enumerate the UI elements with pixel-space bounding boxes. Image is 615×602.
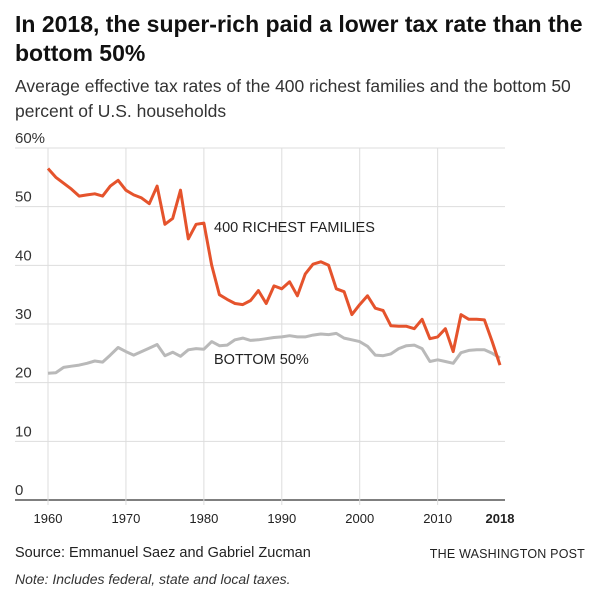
chart-title: In 2018, the super-rich paid a lower tax…: [15, 11, 583, 66]
y-tick-label: 0: [15, 482, 23, 499]
source-text: Source: Emmanuel Saez and Gabriel Zucman: [15, 545, 311, 561]
publisher-credit: THE WASHINGTON POST: [429, 547, 585, 561]
x-tick-label: 1970: [111, 511, 140, 526]
series-line-bottom-50: [47, 331, 501, 375]
y-tick-label: 40: [15, 247, 32, 264]
y-tick-label: 60%: [15, 130, 45, 147]
y-tick-label: 10: [15, 423, 32, 440]
x-tick-label: 1990: [267, 511, 296, 526]
x-tick-label: 2010: [423, 511, 452, 526]
x-tick-label: 2000: [345, 511, 374, 526]
series-line-400-richest: [46, 167, 502, 366]
y-tick-label: 20: [15, 365, 32, 382]
y-tick-label: 50: [15, 189, 32, 206]
chart-subtitle: Average effective tax rates of the 400 r…: [15, 76, 571, 121]
y-tick-label: 30: [15, 306, 32, 323]
x-tick-label: 1980: [189, 511, 218, 526]
x-tick-label: 2018: [486, 511, 515, 526]
series-label-bottom-50: BOTTOM 50%: [214, 352, 309, 368]
x-tick-label: 1960: [34, 511, 63, 526]
series-label-400-richest: 400 RICHEST FAMILIES: [214, 220, 375, 236]
note-text: Note: Includes federal, state and local …: [15, 571, 291, 587]
